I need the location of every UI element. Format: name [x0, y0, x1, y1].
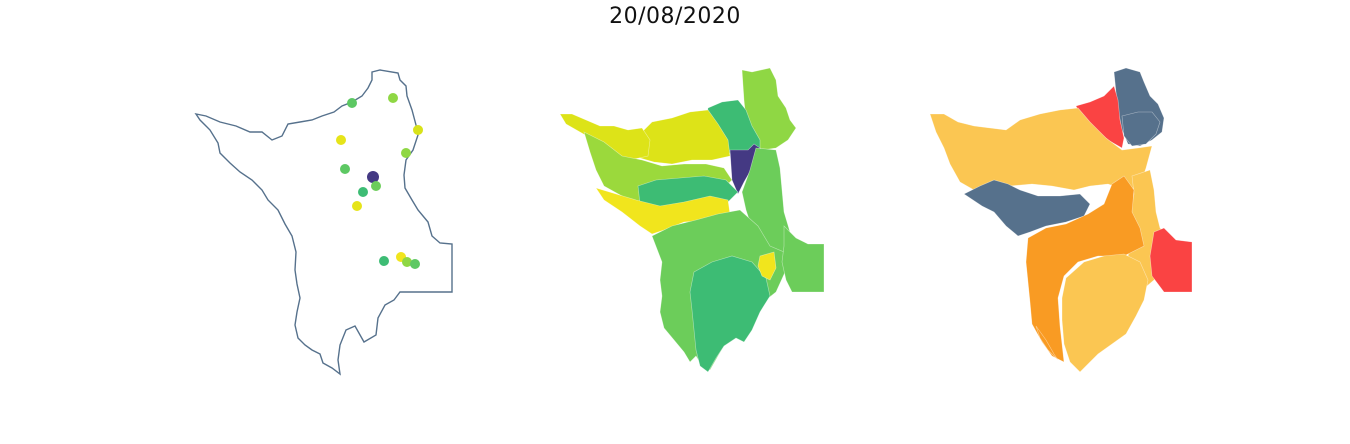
- station-point: [413, 125, 423, 135]
- station-point: [379, 256, 389, 266]
- map-region: [1149, 227, 1193, 293]
- map-region: [1061, 253, 1149, 373]
- state-outline: [194, 69, 453, 376]
- station-point: [336, 135, 346, 145]
- interpolated-map: [559, 67, 825, 373]
- map-region: [781, 225, 825, 293]
- map-region: [1025, 175, 1145, 363]
- map-region: [757, 251, 777, 281]
- station-point: [388, 93, 398, 103]
- station-point: [352, 201, 362, 211]
- map-region: [1121, 111, 1161, 147]
- station-point: [358, 187, 368, 197]
- map-region: [689, 255, 771, 373]
- map-title: 20/08/2020: [609, 4, 741, 29]
- station-points-map: [194, 69, 453, 376]
- station-point: [410, 259, 420, 269]
- station-point: [401, 148, 411, 158]
- risk-map: [929, 67, 1193, 373]
- station-point: [402, 257, 412, 267]
- station-point: [347, 98, 357, 108]
- station-point: [340, 164, 350, 174]
- map-region: [963, 179, 1091, 237]
- station-point: [371, 181, 381, 191]
- station-point: [367, 171, 379, 183]
- map-region: [1035, 325, 1063, 367]
